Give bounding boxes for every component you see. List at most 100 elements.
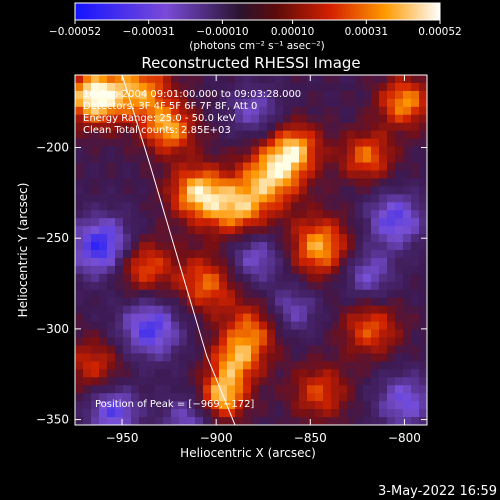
heatmap-cell <box>195 234 204 243</box>
heatmap-cell <box>251 130 260 140</box>
heatmap-cell <box>267 210 276 219</box>
heatmap-cell <box>419 345 427 354</box>
heatmap-cell <box>379 297 388 307</box>
heatmap-cell <box>331 186 340 195</box>
heatmap-cell <box>91 289 100 299</box>
heatmap-cell <box>419 242 427 251</box>
heatmap-cell <box>99 90 108 100</box>
heatmap-cell <box>395 305 404 315</box>
heatmap-cell <box>123 138 132 148</box>
heatmap-cell <box>299 329 308 339</box>
heatmap-cell <box>363 75 372 84</box>
heatmap-cell <box>291 369 300 378</box>
heatmap-cell <box>75 242 84 251</box>
heatmap-cell <box>387 138 396 148</box>
heatmap-cell <box>243 122 252 132</box>
heatmap-cell <box>91 178 100 187</box>
heatmap-cell <box>395 162 404 172</box>
heatmap-cell <box>163 122 172 132</box>
y-axis-ticks: −200−250−300−350 <box>36 141 427 427</box>
heatmap-cell <box>355 329 364 339</box>
heatmap-cell <box>203 289 212 299</box>
heatmap-cell <box>155 82 164 92</box>
heatmap-cell <box>203 146 212 156</box>
heatmap-cell <box>171 146 180 156</box>
heatmap-cell <box>307 90 316 100</box>
heatmap-cell <box>83 417 92 425</box>
heatmap-cell <box>419 146 427 156</box>
heatmap-cell <box>91 234 100 243</box>
heatmap-cell <box>187 146 196 156</box>
heatmap-cell <box>195 250 204 259</box>
heatmap-cell <box>259 321 268 331</box>
heatmap-cell <box>323 138 332 148</box>
heatmap-cell <box>283 313 292 323</box>
heatmap-cell <box>203 114 212 124</box>
heatmap-cell <box>179 194 188 203</box>
heatmap-cell <box>347 329 356 339</box>
heatmap-cell <box>259 138 268 148</box>
heatmap-cell <box>347 417 356 425</box>
heatmap-cell <box>171 417 180 425</box>
heatmap-cell <box>259 130 268 140</box>
heatmap-cell <box>187 297 196 307</box>
heatmap-cell <box>203 234 212 243</box>
heatmap-cell <box>243 353 252 362</box>
heatmap-cell <box>123 417 132 425</box>
heatmap-cell <box>331 329 340 339</box>
heatmap-cell <box>347 210 356 219</box>
heatmap-cell <box>123 162 132 172</box>
heatmap-cell <box>99 289 108 299</box>
heatmap-cell <box>291 75 300 84</box>
heatmap-cell <box>115 305 124 315</box>
heatmap-cell <box>355 234 364 243</box>
heatmap-cell <box>347 257 356 267</box>
heatmap-cell <box>115 393 124 402</box>
heatmap-cell <box>315 369 324 378</box>
heatmap-cell <box>163 401 172 410</box>
heatmap-cell <box>379 75 388 84</box>
heatmap-cell <box>339 154 348 164</box>
heatmap-cell <box>267 353 276 362</box>
heatmap-cell <box>267 409 276 418</box>
heatmap-cell <box>155 90 164 100</box>
heatmap-cell <box>275 281 284 291</box>
heatmap-cell <box>227 305 236 315</box>
heatmap-cell <box>339 138 348 148</box>
heatmap-cell <box>251 273 260 283</box>
heatmap-cell <box>115 329 124 339</box>
heatmap-cell <box>83 297 92 307</box>
heatmap-cell <box>163 281 172 291</box>
heatmap-cell <box>291 210 300 219</box>
heatmap-cell <box>187 90 196 100</box>
heatmap-cell <box>267 75 276 84</box>
heatmap-cell <box>147 321 156 331</box>
heatmap-cell <box>363 226 372 235</box>
heatmap-cell <box>155 250 164 259</box>
heatmap-cell <box>83 130 92 140</box>
heatmap-cell <box>411 90 420 100</box>
heatmap-cell <box>355 202 364 211</box>
heatmap-cell <box>211 242 220 251</box>
heatmap-cell <box>179 226 188 235</box>
heatmap-cell <box>283 114 292 124</box>
colorbar-tick-label: −0.00052 <box>49 26 101 38</box>
heatmap-cell <box>371 393 380 402</box>
heatmap-cell <box>99 353 108 362</box>
heatmap-cell <box>355 226 364 235</box>
heatmap-cell <box>99 170 108 179</box>
peak-position-label: Position of Peak = [−969,−172] <box>95 399 254 410</box>
heatmap-cell <box>363 393 372 402</box>
heatmap-cell <box>259 98 268 108</box>
heatmap-cell <box>347 313 356 323</box>
heatmap-cell <box>83 385 92 394</box>
heatmap-cell <box>123 218 132 227</box>
heatmap-cell <box>171 250 180 259</box>
heatmap-cell <box>379 273 388 283</box>
heatmap-cell <box>307 75 316 84</box>
observation-annotations: 16-Sep-2004 09:01:00.000 to 09:03:28.000… <box>83 89 301 136</box>
heatmap-cell <box>195 385 204 394</box>
heatmap-cell <box>195 75 204 84</box>
heatmap-cell <box>123 146 132 156</box>
heatmap-cell <box>403 281 412 291</box>
